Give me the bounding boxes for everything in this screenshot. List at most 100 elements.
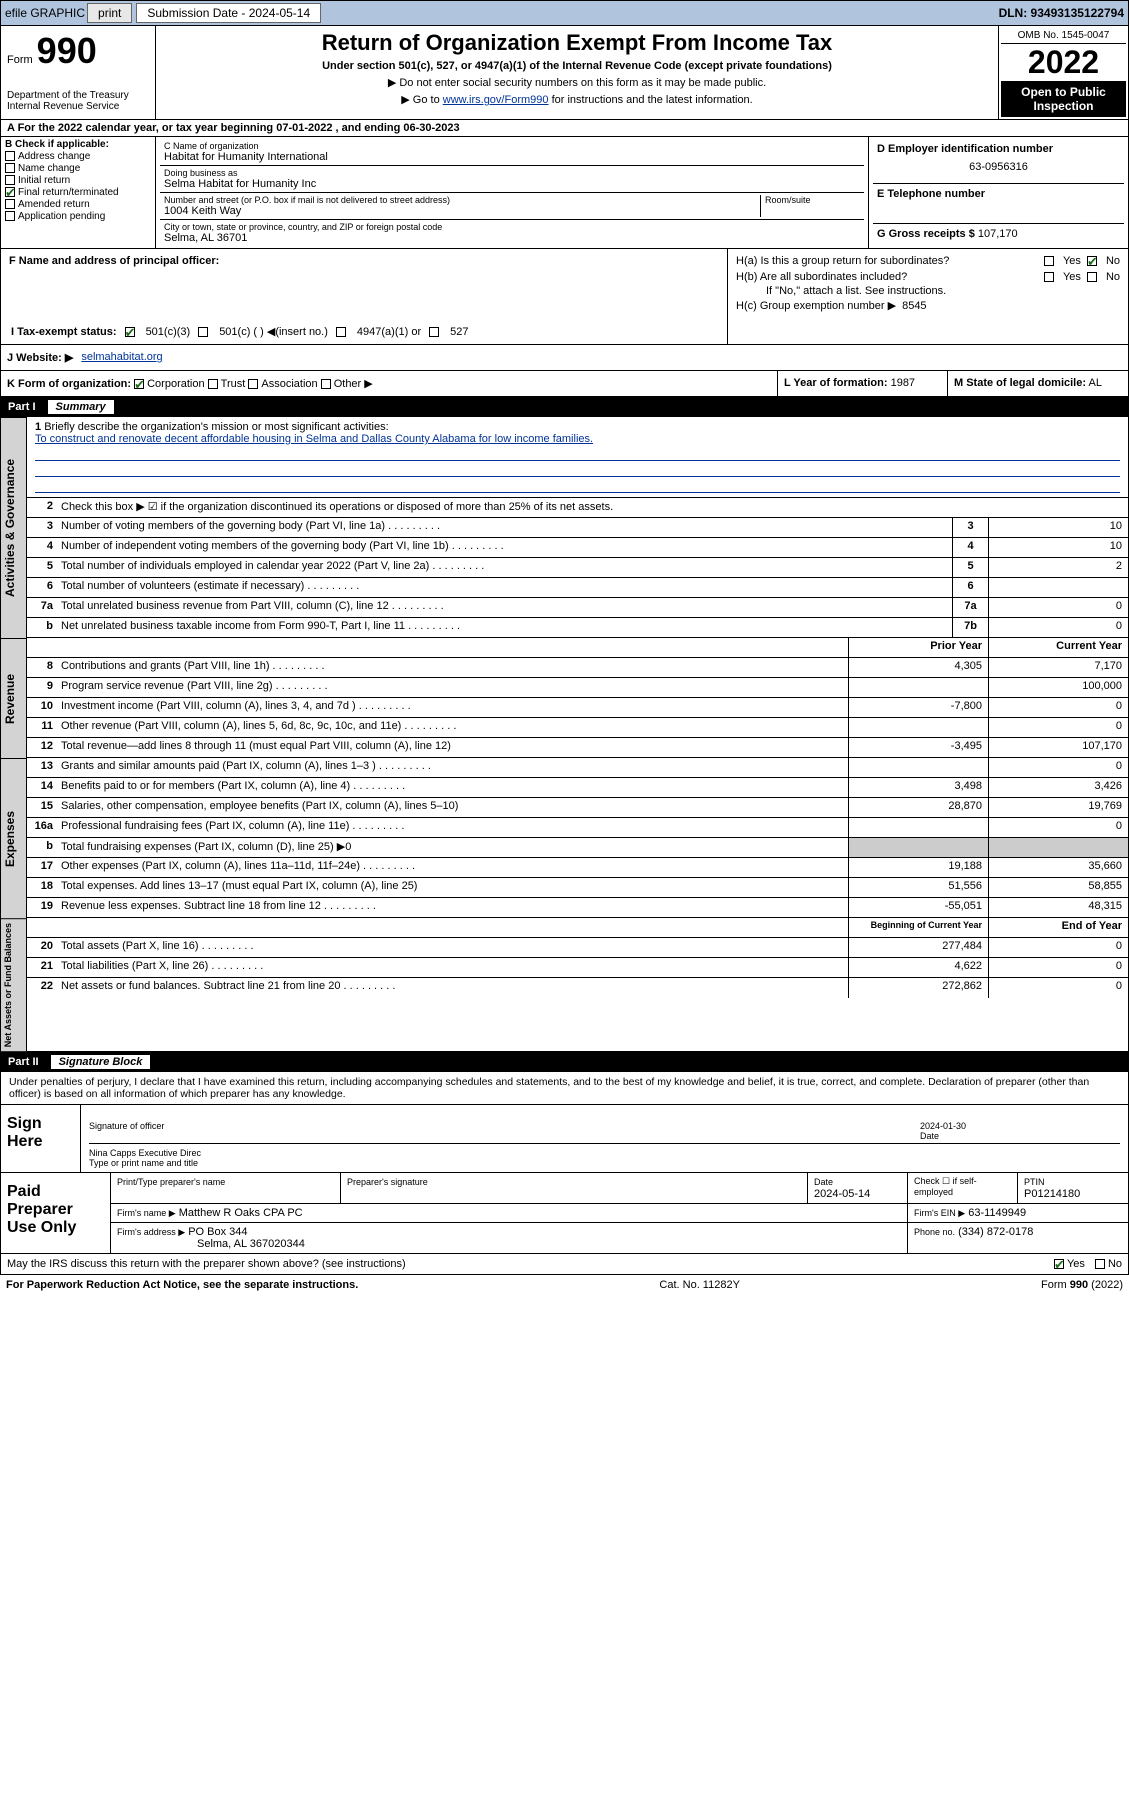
city-value: Selma, AL 36701 — [164, 232, 860, 244]
print-button[interactable]: print — [87, 3, 132, 23]
cb-501c3[interactable] — [125, 327, 135, 337]
form-number: Form 990 — [7, 30, 149, 72]
cb-name-label: Name change — [18, 163, 80, 174]
corp-label: Corporation — [147, 378, 204, 390]
cb-app-label: Application pending — [18, 211, 105, 222]
expenses-block: Expenses 13Grants and similar amounts pa… — [0, 758, 1129, 918]
pra-notice: For Paperwork Reduction Act Notice, see … — [6, 1279, 358, 1291]
firm-addr2: Selma, AL 367020344 — [197, 1238, 305, 1250]
cb-name[interactable]: Name change — [5, 163, 151, 174]
phone-value: (334) 872-0178 — [958, 1226, 1033, 1238]
line-4-val: 10 — [988, 538, 1128, 557]
line-16a: Professional fundraising fees (Part IX, … — [57, 818, 848, 837]
f-label: F Name and address of principal officer: — [5, 251, 723, 271]
discuss-no-cb[interactable] — [1095, 1259, 1105, 1269]
omb-number: OMB No. 1545-0047 — [1001, 28, 1126, 44]
cb-app[interactable]: Application pending — [5, 211, 151, 222]
line-11-p — [848, 718, 988, 737]
line-15-p: 28,870 — [848, 798, 988, 817]
line-18-c: 58,855 — [988, 878, 1128, 897]
goto-pre: ▶ Go to — [401, 94, 442, 106]
a-pre: A For the 2022 calendar year, or tax yea… — [7, 122, 276, 134]
irs-link[interactable]: www.irs.gov/Form990 — [443, 94, 549, 106]
sig-name-label: Type or print name and title — [89, 1158, 198, 1168]
firm-name: Matthew R Oaks CPA PC — [179, 1207, 303, 1219]
room-label: Room/suite — [765, 195, 860, 205]
sig-date: 2024-01-30 — [920, 1121, 966, 1131]
cb-501c[interactable] — [198, 327, 208, 337]
form-title: Return of Organization Exempt From Incom… — [162, 30, 992, 56]
discuss-yes-cb[interactable] — [1054, 1259, 1064, 1269]
cb-527[interactable] — [429, 327, 439, 337]
line-12-p: -3,495 — [848, 738, 988, 757]
line-7a-val: 0 — [988, 598, 1128, 617]
line-15-c: 19,769 — [988, 798, 1128, 817]
cb-final-label: Final return/terminated — [18, 187, 119, 198]
yes-label: Yes — [1063, 255, 1081, 267]
b-label: B Check if applicable: — [5, 139, 151, 150]
a-end: 06-30-2023 — [403, 122, 459, 134]
line-9-p — [848, 678, 988, 697]
hb-yes[interactable] — [1044, 272, 1054, 282]
ha-yes[interactable] — [1044, 256, 1054, 266]
cb-final[interactable]: Final return/terminated — [5, 187, 151, 198]
l-value: 1987 — [891, 377, 915, 389]
f-h-row: F Name and address of principal officer:… — [0, 249, 1129, 345]
cb-trust[interactable] — [208, 379, 218, 389]
line-14-c: 3,426 — [988, 778, 1128, 797]
cb-amended-label: Amended return — [18, 199, 90, 210]
l-label: L Year of formation: — [784, 377, 888, 389]
k-l-m-row: K Form of organization: Corporation Trus… — [0, 371, 1129, 397]
line-21-p: 4,622 — [848, 958, 988, 977]
street-label: Number and street (or P.O. box if mail i… — [164, 195, 760, 205]
cb-other[interactable] — [321, 379, 331, 389]
dln-label: DLN: 93493135122794 — [999, 6, 1124, 20]
firm-ein-label: Firm's EIN ▶ — [914, 1208, 965, 1218]
line-15: Salaries, other compensation, employee b… — [57, 798, 848, 817]
cb-4947[interactable] — [336, 327, 346, 337]
line-22: Net assets or fund balances. Subtract li… — [57, 978, 848, 998]
tab-expenses: Expenses — [1, 758, 27, 918]
line-11: Other revenue (Part VIII, column (A), li… — [57, 718, 848, 737]
a-begin: 07-01-2022 — [276, 122, 332, 134]
page-footer: For Paperwork Reduction Act Notice, see … — [0, 1275, 1129, 1295]
cb-address[interactable]: Address change — [5, 151, 151, 162]
submission-date: Submission Date - 2024-05-14 — [136, 3, 321, 23]
website-link[interactable]: selmahabitat.org — [81, 351, 162, 364]
ha-no[interactable] — [1087, 256, 1097, 266]
line-21-c: 0 — [988, 958, 1128, 977]
line-16a-c: 0 — [988, 818, 1128, 837]
line-a-taxyear: A For the 2022 calendar year, or tax yea… — [0, 120, 1129, 137]
signature-block: Sign Here Signature of officer 2024-01-3… — [0, 1105, 1129, 1254]
city-label: City or town, state or province, country… — [164, 222, 860, 232]
form-header: Form 990 Department of the Treasury Inte… — [0, 26, 1129, 120]
section-b: B Check if applicable: Address change Na… — [1, 137, 156, 248]
col-prior: Prior Year — [848, 638, 988, 657]
a-mid: , and ending — [332, 122, 403, 134]
open-inspection: Open to Public Inspection — [1001, 81, 1126, 117]
line-8-p: 4,305 — [848, 658, 988, 677]
line-11-c: 0 — [988, 718, 1128, 737]
line-19-p: -55,051 — [848, 898, 988, 917]
line-4: Number of independent voting members of … — [57, 538, 952, 557]
sign-here-label: Sign Here — [1, 1105, 81, 1172]
line-20-p: 277,484 — [848, 938, 988, 957]
cb-initial[interactable]: Initial return — [5, 175, 151, 186]
i-row: I Tax-exempt status: 501(c)(3) 501(c) ( … — [5, 321, 723, 342]
cb-amended[interactable]: Amended return — [5, 199, 151, 210]
yes-label2: Yes — [1063, 271, 1081, 283]
hb-no[interactable] — [1087, 272, 1097, 282]
efile-label: efile GRAPHIC — [5, 6, 85, 20]
form-word: Form — [7, 54, 33, 66]
cb-corp[interactable] — [134, 379, 144, 389]
prep-sig-label: Preparer's signature — [347, 1177, 428, 1187]
s1-label: Briefly describe the organization's miss… — [44, 421, 388, 433]
line-14: Benefits paid to or for members (Part IX… — [57, 778, 848, 797]
line-19: Revenue less expenses. Subtract line 18 … — [57, 898, 848, 917]
cb-assoc[interactable] — [248, 379, 258, 389]
mission-text[interactable]: To construct and renovate decent afforda… — [35, 433, 1120, 445]
line-17: Other expenses (Part IX, column (A), lin… — [57, 858, 848, 877]
efile-topbar: efile GRAPHIC print Submission Date - 20… — [0, 0, 1129, 26]
ptin-label: PTIN — [1024, 1177, 1045, 1187]
col-current: Current Year — [988, 638, 1128, 657]
